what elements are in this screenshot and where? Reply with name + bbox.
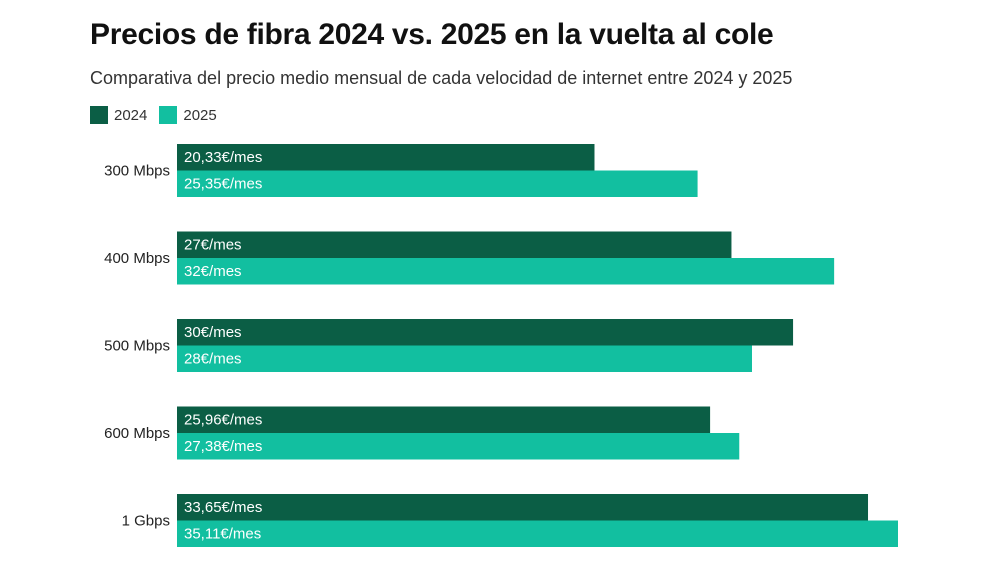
category-label: 1 Gbps: [122, 512, 170, 529]
bar-2024: [177, 144, 595, 171]
bar-2025: [177, 520, 898, 547]
legend-label-2024: 2024: [114, 106, 148, 124]
bar-2025: [177, 433, 740, 460]
bar-value-label: 25,96€/mes: [184, 412, 262, 429]
category-label: 300 Mbps: [104, 162, 170, 179]
bar-value-label: 28€/mes: [184, 351, 242, 368]
chart-legend: 2024 2025: [90, 106, 229, 124]
legend-swatch-2024: [90, 106, 108, 124]
bar-2024: [177, 494, 869, 521]
chart-subtitle: Comparativa del precio medio mensual de …: [90, 68, 793, 88]
legend-item-2025: 2025: [159, 106, 217, 124]
bar-value-label: 32€/mes: [184, 263, 242, 280]
legend-swatch-2025: [159, 106, 178, 124]
bar-2025: [177, 258, 835, 285]
category-label: 600 Mbps: [104, 425, 170, 442]
bar-2025: [177, 170, 698, 197]
bar-value-label: 25,35€/mes: [184, 176, 262, 193]
legend-item-2024: 2024: [90, 106, 147, 124]
category-label: 400 Mbps: [104, 250, 170, 267]
chart-title: Precios de fibra 2024 vs. 2025 en la vue…: [90, 18, 774, 51]
legend-label-2025: 2025: [183, 106, 217, 124]
bar-value-label: 27,38€/mes: [184, 438, 262, 455]
bar-2024: [177, 406, 711, 433]
bar-2024: [177, 319, 794, 346]
bar-value-label: 20,33€/mes: [184, 149, 262, 166]
bar-2025: [177, 345, 752, 372]
bar-value-label: 35,11€/mes: [184, 526, 261, 543]
bar-value-label: 33,65€/mes: [184, 499, 262, 516]
bar-value-label: 27€/mes: [184, 237, 242, 254]
bar-2024: [177, 231, 732, 258]
bar-value-label: 30€/mes: [184, 324, 242, 341]
category-label: 500 Mbps: [104, 337, 170, 354]
